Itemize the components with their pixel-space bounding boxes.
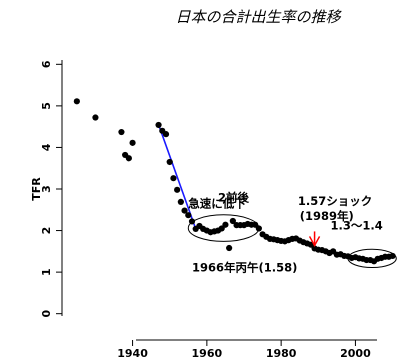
data-point-2010 [389,252,396,260]
annotations: 急速に低下 2前後 1.57ショック (1989年) 1966年丙午(1.58)… [188,190,383,274]
data-point-1930 [92,114,99,121]
data-point-1965 [222,221,229,228]
data-point-1937 [118,128,125,136]
arrow-head [308,236,321,247]
annotation-hinoeuma: 1966年丙午(1.58) [192,260,297,274]
annotation-rapid-decline: 急速に低下 [188,197,246,211]
annotation-low-range: 1.3～1.4 [331,218,383,232]
y-axis-label: TFR [30,177,43,201]
x-tick-label-1940: 1940 [117,347,148,359]
y-tick-label-6: 6 [40,60,53,68]
x-tick-label-1960: 1960 [192,347,223,359]
y-tick-label-4: 4 [40,143,53,151]
data-point-1939 [125,155,132,162]
data-point-1951 [170,175,177,182]
y-tick-label-1: 1 [40,268,53,276]
data-point-1954 [181,207,188,214]
data-point-1953 [177,198,184,205]
y-tick-label-5: 5 [40,102,53,110]
x-ticks: 1940 1960 1980 2000 [117,340,371,359]
shock-arrow [308,231,321,247]
x-tick-label-1980: 1980 [266,347,297,359]
data-point-1940 [129,139,136,146]
data-point-1967 [229,217,236,225]
y-ticks: 0 1 2 3 4 5 6 [40,60,62,318]
data-point-1952 [174,186,181,193]
chart-title: 日本の合計出生率の推移 [175,8,342,26]
annotation-shock-year: (1989年) [300,209,354,223]
y-tick-label-3: 3 [40,185,53,193]
y-tick-label-2: 2 [40,227,53,235]
y-tick-label-0: 0 [40,310,53,318]
data-points [73,98,396,265]
data-point-1956 [188,218,196,225]
data-point-1974 [255,225,262,232]
data-point-1949 [162,131,170,138]
data-point-1947 [155,121,162,129]
rapid-decline-line [157,124,197,230]
annotation-shock: 1.57ショック [298,194,372,208]
data-point-1966 [226,244,233,252]
axes: 0 1 2 3 4 5 6 1940 1960 1980 2000 [40,60,377,359]
data-point-1955 [185,212,192,219]
data-point-1925 [73,98,80,105]
x-tick-label-2000: 2000 [340,347,371,359]
data-point-1950 [166,158,173,166]
annotation-around-two: 2前後 [218,190,250,204]
